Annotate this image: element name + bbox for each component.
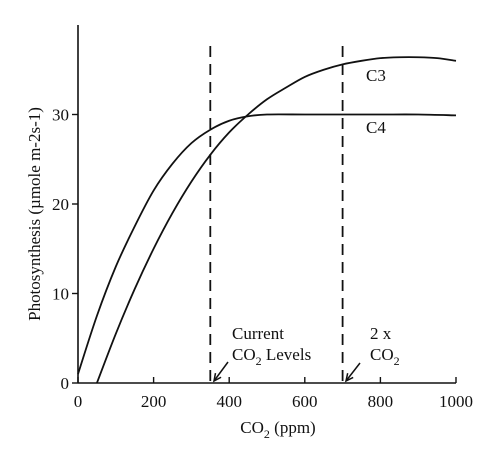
y-tick-label: 20 [52,195,69,214]
reference-label-rest-0: Levels [262,345,312,364]
x-tick-label: 200 [141,392,167,411]
reference-label-line2-0: CO2 Levels [232,345,311,368]
x-axis-label-rest: (ppm) [270,418,316,437]
reference-label-line1-0: Current [232,324,284,343]
reference-label-line2-1: CO2 [370,345,400,368]
reference-label-sub-0: 2 [256,354,262,368]
x-tick-label: 400 [216,392,242,411]
reference-arrow-0 [213,361,229,382]
reference-arrowhead-1 [344,373,354,383]
y-axis-label: Photosynthesis (µmole m-2s-1) [25,107,44,321]
reference-label-main-1: CO [370,345,394,364]
series-line-c3 [96,56,457,384]
x-axis-label-main: CO [240,418,264,437]
series-label-c4: C4 [366,118,386,137]
x-tick-label: 800 [368,392,394,411]
x-axis-label: CO2 (ppm) [240,418,315,441]
reference-label-line1-1: 2 x [370,324,392,343]
x-tick-label: 600 [292,392,318,411]
reference-lines [209,46,344,382]
reference-arrow-1 [345,362,361,382]
y-tick-label: 0 [61,374,70,393]
series-line-c4 [77,113,457,375]
reference-label-sub-1: 2 [394,354,400,368]
x-tick-label: 1000 [439,392,473,411]
reference-arrowhead-0 [212,372,222,383]
x-tick-label: 0 [74,392,83,411]
reference-label-main-0: CO [232,345,256,364]
y-tick-label: 30 [52,106,69,125]
y-tick-label: 10 [52,285,69,304]
series-lines [77,56,457,384]
ticks: 0 200 400 600 800 1000 0 10 20 30 [52,106,473,412]
series-label-c3: C3 [366,66,386,85]
x-axis-label-sub: 2 [264,427,270,441]
